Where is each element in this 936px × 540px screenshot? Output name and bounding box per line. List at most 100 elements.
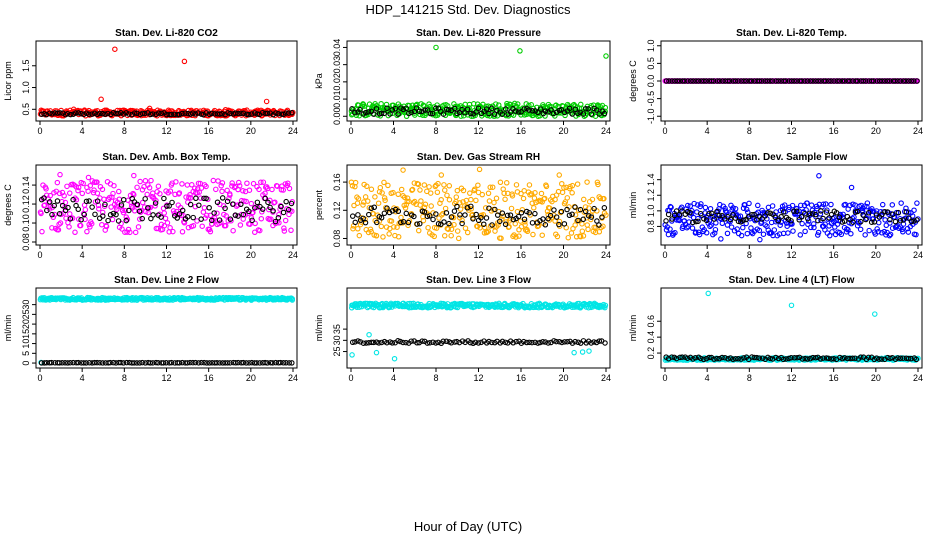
- data-point: [553, 338, 560, 345]
- data-point: [373, 233, 380, 239]
- data-point: [289, 360, 295, 366]
- y-tick-label: 15: [21, 329, 31, 339]
- series-1: [37, 46, 296, 119]
- series-1: [662, 173, 921, 243]
- data-point: [385, 182, 391, 189]
- outlier-point: [263, 98, 270, 105]
- data-point: [687, 203, 694, 209]
- data-point: [179, 359, 186, 366]
- data-point: [195, 360, 202, 366]
- data-point: [380, 234, 386, 240]
- data-point: [751, 354, 758, 361]
- data-point: [677, 354, 683, 361]
- data-point: [808, 202, 815, 208]
- data-point: [791, 355, 798, 361]
- data-point: [419, 108, 425, 115]
- data-point: [55, 227, 62, 233]
- data-point: [217, 111, 223, 117]
- x-tick-label: 16: [204, 126, 214, 136]
- outlier-point: [57, 171, 63, 178]
- data-point: [884, 78, 891, 84]
- data-point: [424, 213, 431, 220]
- y-tick-label: 0.16: [332, 173, 342, 191]
- data-point: [155, 183, 162, 190]
- data-point: [548, 107, 554, 113]
- data-point: [162, 215, 169, 222]
- data-point: [884, 209, 891, 215]
- data-point: [63, 215, 69, 221]
- y-tick-label: 25: [332, 347, 342, 357]
- data-point: [669, 354, 675, 360]
- data-point: [596, 222, 602, 228]
- data-point: [771, 227, 778, 233]
- data-point: [246, 111, 252, 118]
- data-point: [475, 340, 482, 346]
- y-tick-label: -1.0: [646, 108, 656, 124]
- data-point: [363, 109, 369, 116]
- data-point: [711, 230, 718, 236]
- x-tick-label: 0: [348, 373, 353, 383]
- data-point: [397, 338, 404, 345]
- chart-title: Stan. Dev. Line 2 Flow: [114, 275, 219, 286]
- data-point: [174, 111, 181, 118]
- x-tick-label: 4: [391, 126, 396, 136]
- data-point: [849, 355, 856, 362]
- y-axis-label: ml/min: [314, 315, 324, 342]
- data-point: [559, 339, 565, 346]
- data-point: [914, 200, 920, 206]
- data-point: [275, 111, 282, 117]
- chart-panel-1: Stan. Dev. Li-820 CO2 0 4 8 12 16 20 24 0.5 1.0 1.…: [3, 28, 298, 136]
- data-point: [572, 338, 578, 345]
- data-point: [214, 360, 220, 366]
- data-point: [142, 178, 149, 184]
- data-point: [376, 340, 382, 346]
- x-tick-label: 16: [204, 250, 214, 260]
- data-point: [59, 360, 65, 366]
- data-point: [433, 340, 439, 346]
- data-point: [690, 219, 696, 226]
- data-point: [190, 359, 196, 366]
- data-point: [862, 232, 868, 238]
- data-point: [876, 219, 882, 226]
- data-point: [426, 184, 432, 190]
- data-point: [157, 191, 163, 197]
- data-point: [185, 224, 192, 231]
- data-point: [475, 182, 481, 188]
- data-point: [708, 222, 714, 228]
- chart-panel-9: Stan. Dev. Line 4 (LT) Flow 0 4 8 12 16 20 24 0.…: [628, 275, 923, 383]
- data-point: [572, 106, 579, 113]
- data-point: [422, 107, 428, 113]
- data-point: [895, 209, 901, 216]
- data-point: [860, 78, 867, 84]
- data-point: [878, 356, 885, 362]
- data-point: [462, 109, 468, 116]
- x-tick-label: 12: [161, 126, 171, 136]
- data-point: [454, 187, 461, 194]
- x-axis-caption: Hour of Day (UTC): [413, 519, 523, 534]
- x-tick-label: 24: [601, 373, 611, 383]
- data-point: [504, 100, 510, 107]
- y-axis-label: ml/min: [628, 192, 638, 219]
- data-point: [232, 110, 239, 116]
- data-point: [751, 211, 757, 218]
- data-point: [538, 190, 545, 197]
- data-point: [275, 215, 282, 221]
- data-point: [871, 219, 878, 225]
- data-point: [78, 216, 84, 223]
- data-point: [451, 221, 457, 228]
- y-tick-label: 0.04: [332, 39, 342, 57]
- data-point: [764, 209, 771, 216]
- data-point: [510, 340, 516, 346]
- data-point: [430, 210, 436, 216]
- data-point: [99, 110, 106, 117]
- data-point: [155, 110, 162, 116]
- data-point: [187, 192, 193, 198]
- data-point: [762, 213, 768, 219]
- data-point: [868, 78, 875, 84]
- data-point: [249, 217, 255, 224]
- data-point: [850, 219, 856, 225]
- data-point: [235, 213, 241, 219]
- data-point: [778, 213, 784, 220]
- x-tick-label: 8: [122, 373, 127, 383]
- x-tick-label: 16: [204, 373, 214, 383]
